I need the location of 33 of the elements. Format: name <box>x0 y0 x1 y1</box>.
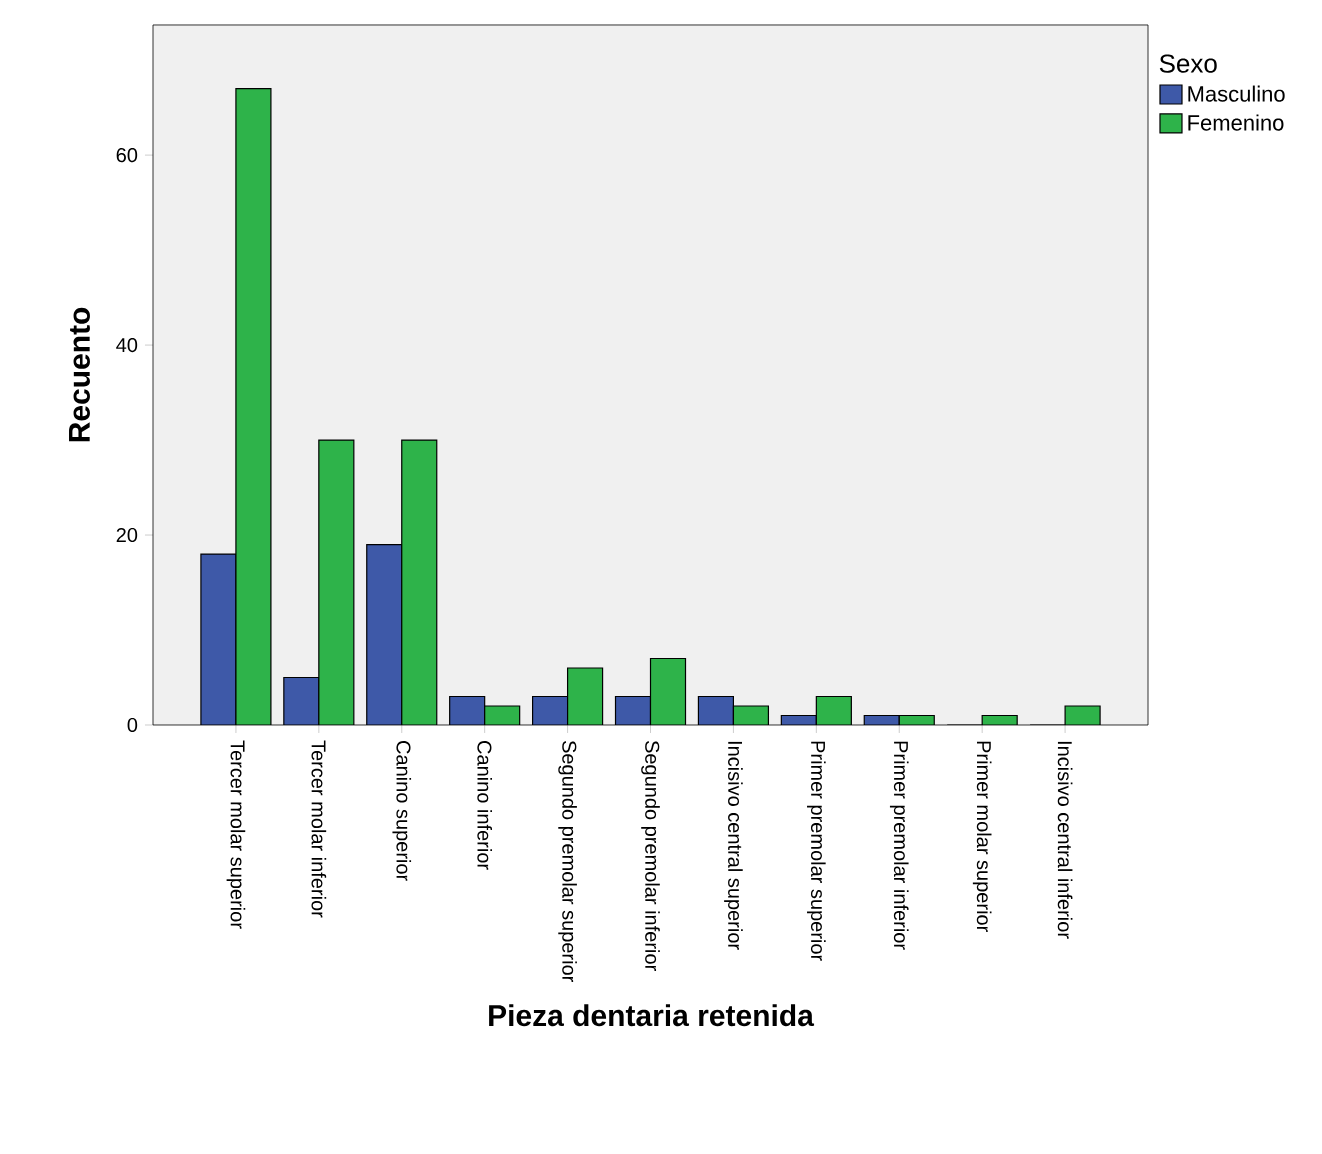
y-tick-label: 20 <box>116 527 138 543</box>
bar <box>698 696 734 725</box>
bar <box>567 668 603 725</box>
x-tick-label: Primer molar superior <box>972 741 992 932</box>
x-tick-label: Incisivo central superior <box>724 741 743 950</box>
bar <box>283 677 319 725</box>
x-axis-title: Pieza dentaria retenida <box>489 1004 815 1027</box>
legend-label: Masculino <box>1188 85 1285 102</box>
x-tick-label: Incisivo central inferior <box>1057 741 1073 939</box>
y-tick-label: 0 <box>127 717 138 733</box>
x-tick-label: Tercer molar superior <box>226 740 246 929</box>
bar <box>200 554 236 725</box>
x-tick-label: Primer premolar inferior <box>889 741 909 950</box>
bar <box>449 696 485 725</box>
x-tick-label: Tercer molar inferior <box>311 740 327 918</box>
legend-title: Sexo <box>1159 54 1217 73</box>
x-tick-label: Primer premolar superior <box>807 741 826 961</box>
bar <box>816 696 852 725</box>
bar <box>532 696 568 725</box>
bar <box>650 658 686 725</box>
y-axis-title: Recuento <box>69 307 90 442</box>
x-tick-label: Canino inferior <box>477 741 493 870</box>
x-tick-label: Segundo premolar superior <box>558 740 577 983</box>
bar <box>615 696 651 725</box>
bar <box>235 88 271 725</box>
x-tick-label: Canino superior <box>392 741 412 881</box>
bar <box>366 544 402 725</box>
y-tick-label: 40 <box>116 338 138 353</box>
x-tick-label: Segundo premolar inferior <box>641 740 660 971</box>
bar <box>401 440 437 725</box>
y-tick-label: 60 <box>116 148 138 163</box>
bar <box>318 440 354 725</box>
legend-label: Femenino <box>1188 114 1284 131</box>
